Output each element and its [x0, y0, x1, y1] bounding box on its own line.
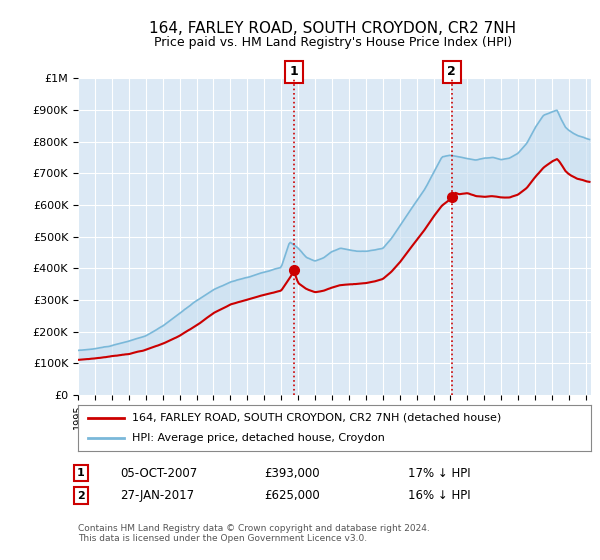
Text: 16% ↓ HPI: 16% ↓ HPI: [408, 489, 470, 502]
Text: 164, FARLEY ROAD, SOUTH CROYDON, CR2 7NH (detached house): 164, FARLEY ROAD, SOUTH CROYDON, CR2 7NH…: [132, 413, 501, 423]
Text: £625,000: £625,000: [264, 489, 320, 502]
Text: £393,000: £393,000: [264, 466, 320, 480]
Text: 2: 2: [448, 66, 456, 78]
Text: 17% ↓ HPI: 17% ↓ HPI: [408, 466, 470, 480]
Text: 164, FARLEY ROAD, SOUTH CROYDON, CR2 7NH: 164, FARLEY ROAD, SOUTH CROYDON, CR2 7NH: [149, 21, 517, 36]
Text: 2: 2: [77, 491, 85, 501]
Text: HPI: Average price, detached house, Croydon: HPI: Average price, detached house, Croy…: [132, 433, 385, 443]
Text: 05-OCT-2007: 05-OCT-2007: [120, 466, 197, 480]
Text: 27-JAN-2017: 27-JAN-2017: [120, 489, 194, 502]
Text: Contains HM Land Registry data © Crown copyright and database right 2024.
This d: Contains HM Land Registry data © Crown c…: [78, 524, 430, 543]
Text: Price paid vs. HM Land Registry's House Price Index (HPI): Price paid vs. HM Land Registry's House …: [154, 36, 512, 49]
Text: 1: 1: [77, 468, 85, 478]
Text: 1: 1: [289, 66, 298, 78]
